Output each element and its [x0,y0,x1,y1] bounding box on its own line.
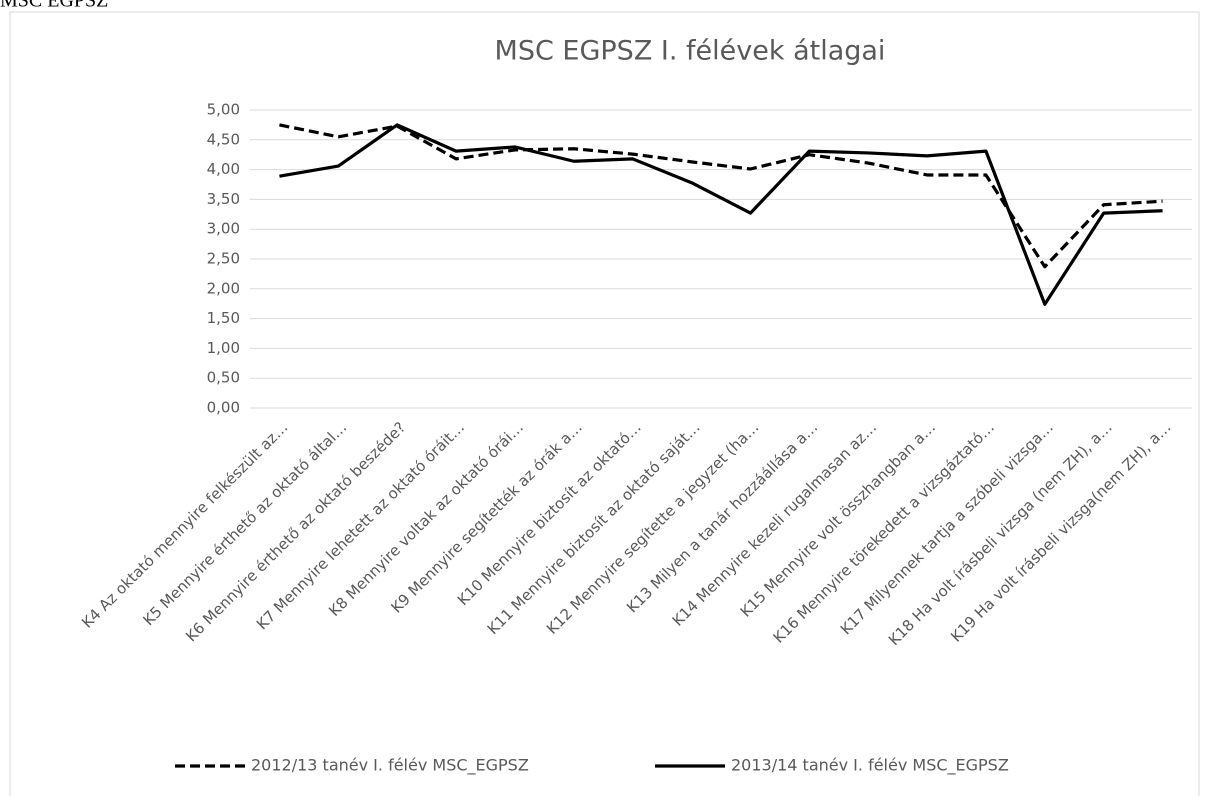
x-tick-label: K14 Mennyire kezeli rugalmasan az… [669,418,880,629]
x-tick-label: K5 Mennyire érthető az oktató által… [139,418,350,629]
x-tick-label: K17 Milyennek tartja a szóbeli vizsga… [837,418,1057,638]
y-tick-label: 0,50 [207,369,240,387]
y-tick-label: 2,00 [207,279,240,297]
x-tick-label: K12 Mennyire segítette a jegyzet (ha… [543,418,763,638]
page-title: MSC EGPSZ [0,0,108,12]
y-tick-label: 3,50 [207,190,240,208]
x-tick-label: K6 Mennyire érthető az oktató beszéde? [182,418,409,645]
y-tick-label: 4,00 [207,160,240,178]
x-tick-label: K18 Ha volt írásbeli vizsga (nem ZH), a… [885,418,1116,649]
y-tick-label: 1,00 [207,339,240,357]
series-line [279,123,1163,269]
x-tick-label: K19 Ha volt írásbeli vizsga(nem ZH), a… [947,418,1174,645]
x-tick-label: K4 Az oktató mennyire felkészült az… [78,418,291,631]
x-tick-label: K16 Mennyire törekedett a vizsgáztató… [770,418,998,646]
legend-label: 2012/13 tanév I. félév MSC_EGPSZ [251,756,529,776]
legend-label: 2013/14 tanév I. félév MSC_EGPSZ [731,756,1009,776]
y-tick-label: 0,00 [207,399,240,417]
chart-border [9,11,1200,796]
chart-title: MSC EGPSZ I. félévek átlagai [495,36,886,67]
y-tick-label: 5,00 [207,101,240,119]
y-tick-label: 2,50 [207,250,240,268]
y-tick-label: 3,00 [207,220,240,238]
y-tick-label: 1,50 [207,309,240,327]
y-tick-label: 4,50 [207,130,240,148]
x-tick-label: K11 Mennyire biztosít az oktató saját… [484,418,704,638]
series-line [279,123,1163,306]
x-tick-label: K7 Mennyire lehetett az oktató óráit… [253,418,468,633]
